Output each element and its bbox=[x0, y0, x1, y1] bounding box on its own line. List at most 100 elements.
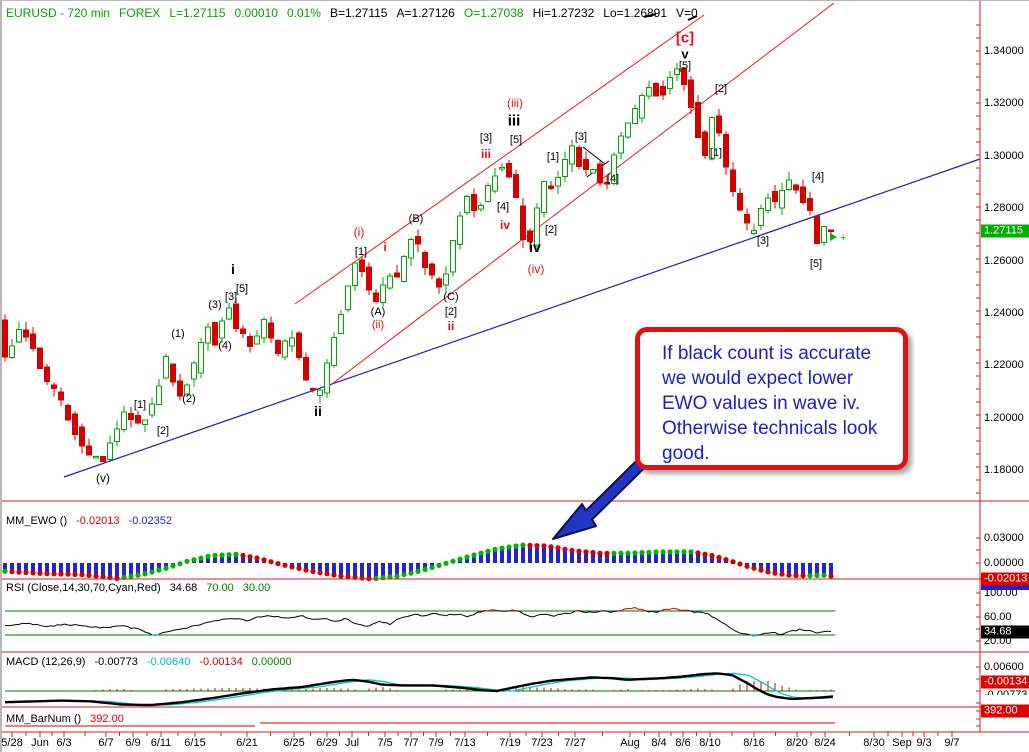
ewo-dot bbox=[681, 549, 687, 555]
ewo-bar bbox=[115, 563, 119, 578]
price-axis-label: 1.32000 bbox=[984, 97, 1024, 109]
rsi-line bbox=[172, 629, 177, 631]
ewo-axis-label: 0.00000 bbox=[984, 557, 1024, 569]
rsi-line bbox=[99, 626, 104, 629]
rsi-line bbox=[596, 610, 601, 613]
macd-value-box: -0.00134 bbox=[981, 675, 1029, 689]
date-label: 6/11 bbox=[150, 737, 172, 749]
rsi-line bbox=[799, 628, 804, 631]
ewo-bar bbox=[486, 552, 490, 563]
ewo-bar bbox=[479, 552, 483, 563]
date-label: Jul bbox=[344, 737, 360, 749]
wave-label: v bbox=[681, 46, 689, 62]
quote-field: V=0 bbox=[676, 6, 698, 20]
date-label: 6/15 bbox=[184, 737, 206, 749]
trendline-end-marker bbox=[687, 15, 698, 21]
indicator-value: 392.00 bbox=[90, 713, 124, 725]
ewo-bar bbox=[325, 563, 329, 576]
rsi-line bbox=[620, 608, 625, 612]
rsi-line bbox=[578, 610, 583, 613]
candle-body bbox=[632, 108, 638, 125]
ewo-bar bbox=[80, 563, 84, 575]
ewo-bar bbox=[45, 563, 49, 573]
indicator-value: 0.00000 bbox=[251, 656, 292, 668]
date-label: 6/25 bbox=[283, 737, 305, 749]
ewo-dot bbox=[30, 570, 36, 576]
ewo-bar bbox=[241, 556, 245, 563]
candle-body bbox=[163, 355, 169, 379]
rsi-line bbox=[29, 622, 34, 626]
rsi-line bbox=[589, 611, 594, 613]
wave-label: (2) bbox=[182, 393, 196, 405]
quote-field: L=1.27115 bbox=[169, 6, 226, 20]
indicator-value: -0.02352 bbox=[128, 515, 172, 527]
rsi-line bbox=[396, 617, 401, 620]
rsi-line bbox=[246, 619, 251, 622]
rsi-line bbox=[746, 633, 751, 636]
indicator-value: 34.68 bbox=[169, 582, 198, 594]
ewo-dot bbox=[737, 561, 743, 567]
candle-body bbox=[646, 87, 652, 97]
candle-body bbox=[681, 67, 687, 85]
wave-label: i bbox=[383, 240, 387, 254]
ewo-dot bbox=[709, 552, 715, 559]
candle-body bbox=[128, 412, 134, 420]
rsi-line bbox=[351, 621, 356, 624]
ewo-bar bbox=[577, 552, 581, 563]
rsi-line bbox=[715, 617, 720, 622]
ewo-dot bbox=[786, 572, 792, 578]
date-label: 7/23 bbox=[531, 737, 553, 749]
rsi-line bbox=[102, 626, 107, 629]
ewo-dot bbox=[639, 550, 645, 556]
ewo-dot bbox=[730, 559, 736, 565]
ewo-bar bbox=[234, 554, 238, 563]
ewo-dot bbox=[401, 572, 407, 578]
rsi-line bbox=[410, 613, 415, 616]
rsi-line bbox=[515, 610, 520, 612]
rsi-line bbox=[263, 615, 268, 617]
rsi-line bbox=[155, 633, 160, 637]
ewo-bar bbox=[101, 563, 105, 577]
rsi-line bbox=[648, 610, 653, 613]
candle-body bbox=[793, 184, 799, 191]
indicator-label-ewo: MM_EWO () -0.02013 -0.02352 bbox=[6, 515, 172, 527]
ewo-dot bbox=[149, 569, 155, 575]
candle-body bbox=[590, 169, 596, 174]
date-label: 6/7 bbox=[98, 737, 114, 749]
ewo-bar bbox=[598, 554, 602, 563]
candle-body bbox=[205, 326, 211, 344]
ewo-dot bbox=[506, 544, 512, 550]
ewo-dot bbox=[345, 574, 351, 580]
candle-body bbox=[597, 163, 603, 184]
indicator-label-macd: MACD (12,26,9) -0.00773 -0.00640 -0.00134 0.… bbox=[6, 656, 292, 668]
rsi-line bbox=[785, 630, 790, 634]
ewo-bar bbox=[402, 563, 406, 574]
rsi-line bbox=[456, 613, 461, 616]
candle-body bbox=[611, 154, 617, 184]
rsi-line bbox=[260, 616, 265, 618]
ewo-dot bbox=[667, 549, 673, 555]
rsi-line bbox=[144, 631, 149, 634]
ewo-bar bbox=[367, 563, 371, 579]
ewo-bar bbox=[164, 563, 168, 568]
candle-body bbox=[268, 322, 274, 339]
rsi-line bbox=[344, 618, 349, 620]
rsi-line bbox=[634, 607, 639, 610]
ewo-bar bbox=[409, 563, 413, 572]
ewo-bar bbox=[339, 563, 343, 577]
rsi-line bbox=[298, 615, 303, 617]
ewo-dot bbox=[604, 550, 610, 557]
date-label: 8/20 bbox=[786, 737, 808, 749]
ewo-bar bbox=[423, 563, 427, 571]
rsi-line bbox=[337, 619, 342, 622]
wave-label: [4] bbox=[811, 171, 825, 183]
ewo-bar bbox=[66, 563, 70, 574]
ewo-bar bbox=[220, 554, 224, 563]
entry-marker-icon bbox=[830, 233, 837, 241]
wave-label: (i) bbox=[353, 225, 365, 239]
ewo-bar bbox=[206, 556, 210, 563]
blue-support-trendline bbox=[63, 158, 981, 478]
annotation-box[interactable]: If black count is accurate we would expe… bbox=[635, 327, 908, 470]
